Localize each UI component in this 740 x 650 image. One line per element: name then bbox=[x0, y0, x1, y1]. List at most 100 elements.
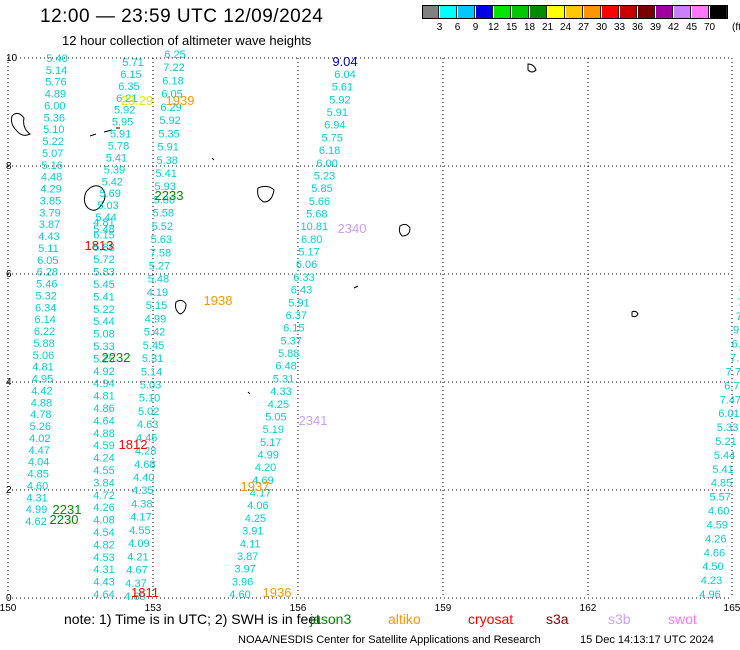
wave-height-value: 5.93 bbox=[154, 181, 175, 193]
wave-height-value: 5.92 bbox=[329, 94, 350, 106]
wave-height-value: 5.37 bbox=[280, 335, 301, 347]
wave-height-value: 5.68 bbox=[306, 209, 327, 221]
wave-height-value: 5.44 bbox=[93, 316, 114, 328]
legend-swatch bbox=[458, 5, 475, 19]
wave-height-value: 5.14 bbox=[46, 65, 67, 77]
wave-height-value: 5.10 bbox=[139, 393, 160, 405]
wave-height-value: 3.84 bbox=[93, 477, 114, 489]
wave-height-value: 6.22 bbox=[34, 326, 55, 338]
legend-label: 70 bbox=[703, 22, 716, 33]
wave-height-value: 4.99 bbox=[26, 504, 47, 516]
pass-time-label: 2231 bbox=[53, 502, 82, 517]
wave-height-value: 5.40 bbox=[46, 53, 67, 65]
wave-height-value: 5.41 bbox=[93, 291, 114, 303]
wave-height-value: 5.66 bbox=[309, 196, 330, 208]
wave-height-value: 4.88 bbox=[93, 428, 114, 440]
x-tick-label: 153 bbox=[145, 603, 162, 614]
wave-height-value: 4.81 bbox=[93, 391, 114, 403]
wave-height-value: 4.46 bbox=[136, 432, 157, 444]
wave-height-value: 5.02 bbox=[138, 406, 159, 418]
wave-height-value: 4.43 bbox=[38, 231, 59, 243]
wave-height-value: 6.7 bbox=[724, 380, 739, 392]
legend-swatch bbox=[674, 5, 691, 19]
wave-height-value: 4.26 bbox=[93, 502, 114, 514]
legend-swatch bbox=[548, 5, 565, 19]
wave-height-value: 5.48 bbox=[148, 274, 169, 286]
map-grid bbox=[7, 57, 733, 599]
legend-label: 42 bbox=[667, 22, 680, 33]
wave-height-value: 4.60 bbox=[708, 506, 729, 518]
wave-height-value: 4.55 bbox=[93, 465, 114, 477]
wave-height-value: 4.26 bbox=[705, 533, 726, 545]
wave-height-value: 5.41 bbox=[155, 168, 176, 180]
wave-height-value: 4.85 bbox=[27, 469, 48, 481]
satellite-altiko: altiko bbox=[388, 611, 421, 627]
wave-height-value: 4.95 bbox=[32, 374, 53, 386]
legend-label: 39 bbox=[649, 22, 662, 33]
wave-height-value: 5.88 bbox=[33, 338, 54, 350]
legend-label: 21 bbox=[541, 22, 554, 33]
wave-height-value: 4.81 bbox=[32, 362, 53, 374]
wave-height-value: 6. bbox=[732, 339, 740, 351]
wave-height-value: 5.58 bbox=[153, 208, 174, 220]
wave-height-value: 4.20 bbox=[255, 462, 276, 474]
wave-height-value: 4.69 bbox=[124, 591, 145, 603]
wave-height-value: 3.87 bbox=[237, 551, 258, 563]
wave-height-value: 4.86 bbox=[93, 403, 114, 415]
wave-height-value: 4.35 bbox=[132, 485, 153, 497]
island-shape bbox=[398, 223, 411, 237]
island-shape bbox=[631, 310, 639, 318]
wave-height-value: 5.31 bbox=[142, 353, 163, 365]
wave-height-value: 5.33 bbox=[93, 341, 114, 353]
wave-height-value: 5.72 bbox=[93, 254, 114, 266]
wave-height-value: 5.10 bbox=[43, 124, 64, 136]
wave-height-value: 5.91 bbox=[327, 107, 348, 119]
wave-height-value: 5.26 bbox=[30, 421, 51, 433]
wave-height-value: 4.63 bbox=[137, 419, 158, 431]
satellite-tracks: 5.405.145.764.896.005.365.105.225.075.16… bbox=[25, 49, 740, 603]
wave-height-value: 5.61 bbox=[332, 82, 353, 94]
wave-height-value: 5.48 bbox=[93, 224, 114, 236]
wave-height-value: 4.25 bbox=[245, 513, 266, 525]
satellite-s3a: s3a bbox=[546, 611, 569, 627]
pass-time-label: 1936 bbox=[263, 585, 292, 600]
x-tick-label: 156 bbox=[290, 603, 307, 614]
wave-height-value: 5.44 bbox=[714, 450, 735, 462]
wave-height-value: 6.18 bbox=[162, 75, 183, 87]
wave-height-value: 5.14 bbox=[141, 366, 162, 378]
wave-height-value: 4.66 bbox=[704, 547, 725, 559]
wave-height-value: 5.27 bbox=[149, 261, 170, 273]
wave-height-value: 5.45 bbox=[143, 340, 164, 352]
wave-height-value: 5.71 bbox=[122, 57, 143, 69]
wave-height-value: 6.06 bbox=[296, 259, 317, 271]
wave-height-value: 5.76 bbox=[45, 77, 66, 89]
wave-height-value: 7.22 bbox=[163, 62, 184, 74]
wave-height-value: 5.92 bbox=[159, 115, 180, 127]
wave-height-value: 6.15 bbox=[283, 323, 304, 335]
legend-label: 9 bbox=[472, 22, 479, 33]
wave-height-value: 6.37 bbox=[286, 310, 307, 322]
wave-height-value: 5.17 bbox=[298, 247, 319, 259]
wave-height-value: 5.75 bbox=[321, 132, 342, 144]
wave-height-value: 5.36 bbox=[44, 112, 65, 124]
wave-height-value: 4.02 bbox=[29, 433, 50, 445]
wave-height-value: 4.04 bbox=[28, 457, 49, 469]
wave-height-value: 6.28 bbox=[37, 267, 58, 279]
wave-height-value: 7. bbox=[730, 353, 739, 365]
legend-label: 24 bbox=[559, 22, 572, 33]
wave-height-value: 5.69 bbox=[99, 188, 120, 200]
pass-time-label: 2340 bbox=[338, 221, 367, 236]
legend-label: 18 bbox=[523, 22, 536, 33]
wave-height-value: 7 bbox=[736, 311, 740, 323]
wave-height-value: 4.59 bbox=[93, 440, 114, 452]
wave-height-value: 6.34 bbox=[35, 302, 56, 314]
wave-height-value: 4.24 bbox=[93, 453, 114, 465]
island-shape bbox=[89, 127, 120, 137]
legend-swatch bbox=[566, 5, 583, 19]
wave-height-value: 4.29 bbox=[40, 184, 61, 196]
wave-height-value: 5.91 bbox=[157, 142, 178, 154]
wave-height-value: 4.31 bbox=[93, 564, 114, 576]
wave-height-value: 5.83 bbox=[93, 267, 114, 279]
wave-height-value: 4.54 bbox=[93, 527, 114, 539]
